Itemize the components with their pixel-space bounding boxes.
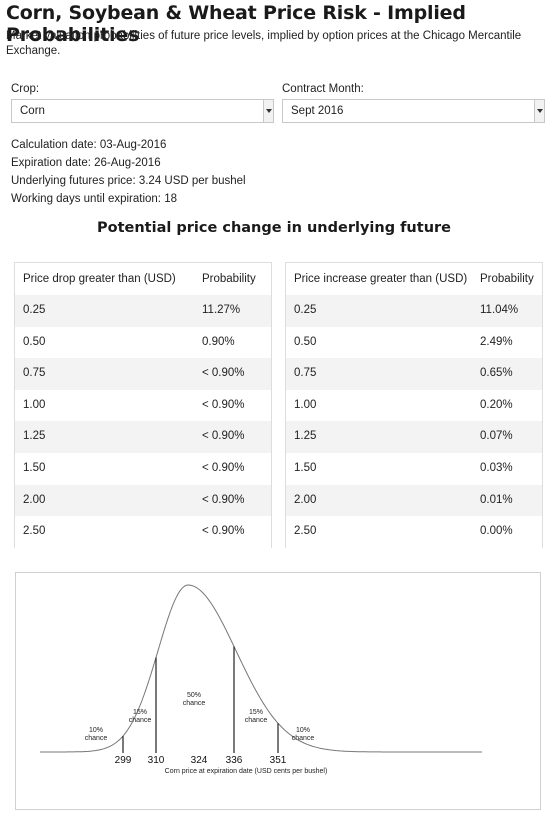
price-increase-table: Price increase greater than (USD) Probabi… bbox=[285, 262, 543, 548]
table-row: 1.00 0.20% bbox=[286, 390, 542, 422]
probability-cell: 0.03% bbox=[480, 461, 513, 474]
table-row: 0.25 11.27% bbox=[15, 295, 271, 327]
probability-cell: < 0.90% bbox=[202, 430, 245, 443]
tick-label: 351 bbox=[270, 755, 287, 766]
table-row: 1.50 < 0.90% bbox=[15, 453, 271, 485]
table-row: 0.75 < 0.90% bbox=[15, 358, 271, 390]
table-row: 1.00 < 0.90% bbox=[15, 390, 271, 422]
page-title: Corn, Soybean & Wheat Price Risk - Impli… bbox=[6, 2, 466, 46]
table-row: 0.50 0.90% bbox=[15, 327, 271, 359]
region-chance-label: chance bbox=[292, 735, 315, 742]
table-row: 1.25 0.07% bbox=[286, 421, 542, 453]
tick-label: 324 bbox=[191, 755, 208, 766]
amount-cell: 0.75 bbox=[23, 367, 46, 380]
price-distribution-chart: 299 310 324 336 351 10% chance 15% chance 50% chan… bbox=[15, 572, 541, 810]
probability-cell: < 0.90% bbox=[202, 367, 245, 380]
probability-cell: < 0.90% bbox=[202, 493, 245, 506]
probability-cell: 11.27% bbox=[202, 304, 241, 316]
section-title: Potential price change in underlying fut… bbox=[96, 220, 451, 236]
probability-cell: 0.07% bbox=[480, 430, 513, 443]
working-days: Working days until expiration: 18 bbox=[11, 193, 177, 205]
column-header-probability: Probability bbox=[202, 273, 256, 285]
contract-month-select-value: Sept 2016 bbox=[291, 105, 344, 117]
table-header-row: Price increase greater than (USD) Probabi… bbox=[286, 263, 542, 295]
calculation-date: Calculation date: 03-Aug-2016 bbox=[11, 139, 167, 151]
amount-cell: 0.75 bbox=[294, 367, 317, 380]
table-row: 2.50 < 0.90% bbox=[15, 516, 271, 548]
price-drop-table: Price drop greater than (USD) Probability… bbox=[14, 262, 272, 548]
amount-cell: 0.50 bbox=[23, 335, 46, 348]
amount-cell: 0.25 bbox=[23, 304, 46, 316]
column-header-amount: Price drop greater than (USD) bbox=[23, 273, 176, 285]
table-row: 1.50 0.03% bbox=[286, 453, 542, 485]
probability-cell: 2.49% bbox=[480, 335, 513, 348]
amount-cell: 1.50 bbox=[23, 461, 46, 474]
tick-label: 310 bbox=[148, 755, 165, 766]
table-row: 0.50 2.49% bbox=[286, 327, 542, 359]
region-probability-label: 15% bbox=[249, 709, 263, 716]
region-chance-label: chance bbox=[183, 700, 206, 707]
region-chance-label: chance bbox=[85, 735, 108, 742]
amount-cell: 0.50 bbox=[294, 335, 317, 348]
probability-cell: 11.04% bbox=[480, 304, 519, 316]
contract-month-label: Contract Month: bbox=[282, 83, 364, 95]
x-axis-label: Corn price at expiration date (USD cents… bbox=[165, 768, 328, 775]
column-header-amount: Price increase greater than (USD) bbox=[294, 273, 468, 285]
amount-cell: 1.25 bbox=[23, 430, 46, 443]
amount-cell: 1.25 bbox=[294, 430, 317, 443]
region-probability-label: 10% bbox=[296, 727, 310, 734]
column-header-probability: Probability bbox=[480, 273, 534, 285]
chevron-down-icon[interactable] bbox=[534, 100, 544, 122]
contract-month-select[interactable]: Sept 2016 bbox=[282, 99, 545, 123]
amount-cell: 2.00 bbox=[23, 493, 46, 506]
crop-label: Crop: bbox=[11, 83, 40, 95]
amount-cell: 1.50 bbox=[294, 461, 317, 474]
page-subtitle: Market valuation probabilities of future… bbox=[6, 30, 522, 57]
probability-cell: 0.01% bbox=[480, 493, 513, 506]
table-row: 2.00 < 0.90% bbox=[15, 484, 271, 517]
probability-cell: 0.65% bbox=[480, 367, 513, 380]
crop-select[interactable]: Corn bbox=[11, 99, 274, 123]
tick-label: 299 bbox=[115, 755, 132, 766]
table-row: 0.25 11.04% bbox=[286, 295, 542, 327]
region-chance-label: chance bbox=[129, 717, 152, 724]
chevron-down-icon[interactable] bbox=[263, 100, 273, 122]
probability-cell: < 0.90% bbox=[202, 398, 245, 411]
probability-cell: < 0.90% bbox=[202, 525, 245, 538]
amount-cell: 1.00 bbox=[23, 398, 46, 411]
table-row: 1.25 < 0.90% bbox=[15, 421, 271, 453]
region-probability-label: 10% bbox=[89, 727, 103, 734]
probability-cell: 0.20% bbox=[480, 398, 513, 411]
amount-cell: 2.50 bbox=[294, 525, 317, 538]
expiration-date: Expiration date: 26-Aug-2016 bbox=[11, 157, 161, 169]
probability-cell: 0.00% bbox=[480, 525, 513, 538]
amount-cell: 1.00 bbox=[294, 398, 317, 411]
amount-cell: 0.25 bbox=[294, 304, 317, 316]
tick-label: 336 bbox=[226, 755, 243, 766]
table-header-row: Price drop greater than (USD) Probability bbox=[15, 263, 271, 295]
underlying-price: Underlying futures price: 3.24 USD per b… bbox=[11, 175, 246, 187]
table-row: 2.50 0.00% bbox=[286, 516, 542, 548]
table-row: 0.75 0.65% bbox=[286, 358, 542, 390]
region-chance-label: chance bbox=[245, 717, 268, 724]
region-probability-label: 50% bbox=[187, 692, 201, 699]
probability-cell: 0.90% bbox=[202, 335, 235, 348]
amount-cell: 2.50 bbox=[23, 525, 46, 538]
crop-select-value: Corn bbox=[20, 105, 45, 117]
distribution-svg: 299 310 324 336 35110%chance15%chance50%chan… bbox=[40, 584, 482, 775]
region-probability-label: 15% bbox=[133, 709, 147, 716]
probability-cell: < 0.90% bbox=[202, 461, 245, 474]
density-curve bbox=[40, 584, 482, 753]
table-row: 2.00 0.01% bbox=[286, 484, 542, 517]
amount-cell: 2.00 bbox=[294, 493, 317, 506]
